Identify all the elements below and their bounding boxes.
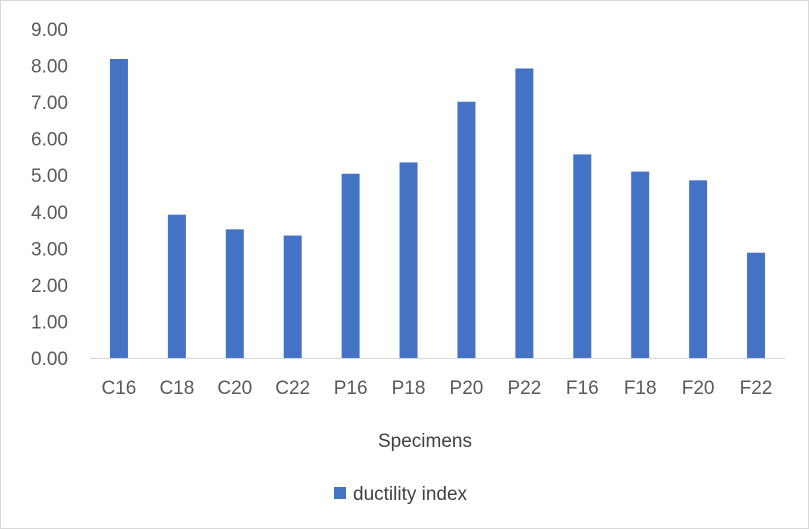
bar-P18 — [399, 162, 418, 358]
x-tick-label: P22 — [507, 378, 541, 399]
y-tick-label: 3.00 — [31, 239, 68, 260]
x-tick-label: P18 — [392, 378, 426, 399]
bar-F22 — [747, 252, 766, 358]
y-tick-label: 6.00 — [31, 130, 68, 151]
x-tick-label: C18 — [159, 378, 194, 399]
bar-C16 — [109, 58, 128, 358]
x-axis-title: Specimens — [378, 431, 472, 452]
bar-C18 — [167, 214, 186, 358]
x-axis-ticks: C16 C18 C20 C22 P16 P18 P20 P22 F16 F18 F20 F22 — [102, 378, 773, 399]
bar-C22 — [283, 235, 302, 358]
y-tick-label: 7.00 — [31, 93, 68, 114]
legend: ductility index — [334, 484, 468, 505]
y-tick-label: 9.00 — [31, 20, 68, 41]
y-tick-label: 8.00 — [31, 57, 68, 78]
x-tick-label: C16 — [102, 378, 137, 399]
x-tick-label: F16 — [566, 378, 599, 399]
legend-swatch — [334, 487, 346, 499]
x-tick-label: C20 — [217, 378, 252, 399]
bars — [109, 58, 766, 359]
y-tick-label: 0.00 — [31, 349, 68, 370]
x-tick-label: F22 — [740, 378, 773, 399]
y-tick-label: 4.00 — [31, 203, 68, 224]
x-tick-label: F18 — [624, 378, 657, 399]
x-tick-label: F20 — [682, 378, 715, 399]
y-tick-label: 2.00 — [31, 276, 68, 297]
legend-label: ductility index — [353, 484, 468, 505]
bar-P16 — [341, 173, 360, 358]
bar-P22 — [515, 68, 534, 358]
x-tick-label: C22 — [275, 378, 310, 399]
x-tick-label: P16 — [334, 378, 368, 399]
bar-C20 — [225, 229, 244, 358]
y-tick-label: 1.00 — [31, 312, 68, 333]
x-tick-label: P20 — [450, 378, 484, 399]
y-tick-label: 5.00 — [31, 166, 68, 187]
y-axis-ticks: 0.00 1.00 2.00 3.00 4.00 5.00 6.00 7.00 8.00 9.00 — [31, 20, 68, 370]
bar-P20 — [457, 101, 476, 359]
bar-F20 — [689, 180, 708, 358]
bar-F18 — [631, 171, 650, 358]
bar-F16 — [573, 154, 592, 358]
